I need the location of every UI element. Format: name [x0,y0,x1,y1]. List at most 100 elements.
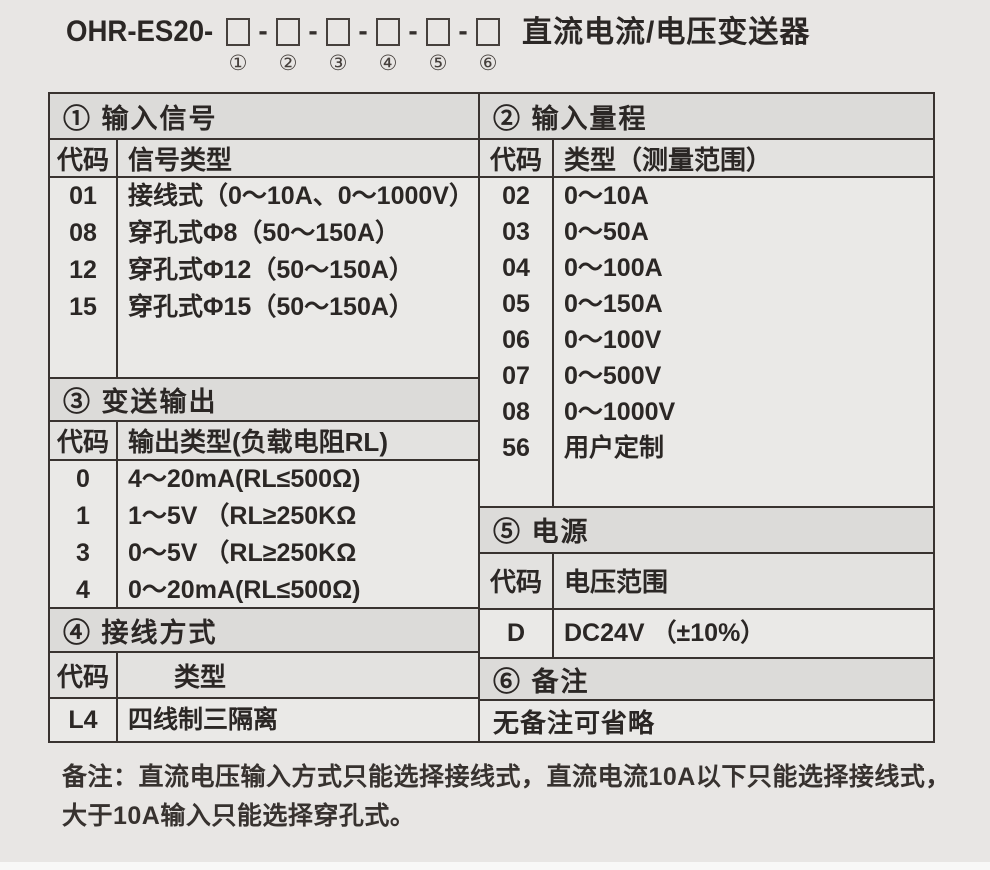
table-right-column: ② 输入量程 代码 类型（测量范围） 02 03 04 05 06 07 08 56 0～10… [480,94,933,741]
section-body: L4 四线制三隔离 [50,699,478,741]
cell-code: 07 [502,362,530,390]
column-header-row: 代码 类型（测量范围） [480,140,933,178]
section-header: ④ 接线方式 [50,609,478,653]
cell-code: 08 [502,398,530,426]
column-header-row: 代码 输出类型(负载电阻RL) [50,422,478,461]
circled-number: ⑥ [478,52,498,75]
column-header-type: 类型（测量范围） [564,144,773,175]
code-box [326,18,351,46]
model-separator: - [358,15,368,46]
cell-type: 穿孔式Φ12（50～150A） [128,256,414,284]
column-header-row: 代码 类型 [50,653,478,699]
model-code-slot: ① [226,12,251,75]
cell-type: 0～500V [564,362,662,390]
model-separator: - [408,15,418,46]
cell-type: 穿孔式Φ8（50～150A） [128,219,400,247]
circled-number: ③ [328,52,348,75]
cell-type: 用户定制 [564,434,665,462]
code-column: D [480,609,554,658]
section-header: ③ 变送输出 [50,379,478,422]
section-wiring: ④ 接线方式 代码 类型 L4 四线制三隔离 [50,607,478,741]
model-code-slot: ⑥ [476,12,501,75]
type-column: 4～20mA(RL≤500Ω) 1～5V （RL≥250KΩ 0～5V （RL≥25… [118,461,478,607]
code-box [476,18,501,46]
code-column: 01 08 12 15 [50,178,118,377]
section-body: 01 08 12 15 接线式（0～10A、0～1000V） 穿孔式Φ8（50～150A… [50,178,478,377]
cell-code: 12 [69,256,97,284]
cell-type: 0～5V （RL≥250KΩ [128,539,357,567]
section-output: ③ 变送输出 代码 输出类型(负载电阻RL) 0 1 3 4 4～20mA(RL≤50… [50,377,478,607]
circled-number: ① [228,52,248,75]
column-header-row: 代码 电压范围 [480,553,933,610]
table-left-column: ① 输入信号 代码 信号类型 01 08 12 15 接线式（0～10A、0～1000… [50,94,480,741]
model-separator: - [458,15,468,46]
code-column: 02 03 04 05 06 07 08 56 [480,178,554,506]
code-box [376,18,401,46]
column-header-type: 信号类型 [128,144,233,175]
cell-code: D [506,618,526,647]
section-input-range: ② 输入量程 代码 类型（测量范围） 02 03 04 05 06 07 08 56 0～10… [480,94,933,506]
circled-number: ⑤ [428,52,448,75]
type-column: 四线制三隔离 [118,699,478,741]
cell-code: 3 [76,539,90,567]
cell-code: 04 [502,254,530,282]
circled-number: ② [278,52,298,75]
ordering-code-table: ① 输入信号 代码 信号类型 01 08 12 15 接线式（0～10A、0～1000… [48,92,935,743]
model-code-slot: ③ [326,12,351,75]
column-header-type: 输出类型(负载电阻RL) [128,427,388,457]
cell-code: 05 [502,290,530,318]
cell-type: DC24V （±10%） [564,618,766,647]
model-prefix: OHR-ES20- [66,15,214,48]
model-code-slot: ⑤ [426,12,451,75]
code-column: 0 1 3 4 [50,461,118,607]
model-code-boxes: ①-②-③-④-⑤-⑥ [226,12,501,75]
column-header-code: 代码 [50,140,118,176]
model-number-diagram: OHR-ES20- ①-②-③-④-⑤-⑥ 直流电流/电压变送器 [66,12,810,75]
column-header-code: 代码 [480,140,554,176]
cell-code: 02 [502,182,530,210]
cell-code: 4 [76,576,90,604]
cell-type: 0～100A [564,254,663,282]
code-box [276,18,301,46]
cell-type: 0～150A [564,290,663,318]
cell-code: 0 [76,465,90,493]
model-code-slot: ④ [376,12,401,75]
column-header-row: 代码 信号类型 [50,140,478,178]
cell-type: 0～10A [564,182,649,210]
cell-code: 06 [502,326,530,354]
bottom-strip [0,862,990,870]
cell-type: 0～100V [564,326,662,354]
cell-type: 4～20mA(RL≤500Ω) [128,465,361,493]
section-header: ① 输入信号 [50,94,478,140]
section-body: 02 03 04 05 06 07 08 56 0～10A 0～50A 0～100A 0～150A 0… [480,178,933,506]
model-separator: - [308,15,318,46]
cell-type: 0～1000V [564,398,676,426]
footnote: 备注：直流电压输入方式只能选择接线式，直流电流10A以下只能选择接线式，大于10… [62,763,951,830]
code-column: L4 [50,699,118,741]
section-header: ⑤ 电源 [480,507,933,554]
column-header-code: 代码 [50,422,118,459]
section-remarks: ⑥ 备注 无备注可省略 [480,657,933,741]
section-power: ⑤ 电源 代码 电压范围 D DC24V （±10%） [480,505,933,658]
cell-code: 56 [502,434,530,462]
cell-code: 15 [69,293,97,321]
column-header-code: 代码 [480,553,554,608]
type-column: 0～10A 0～50A 0～100A 0～150A 0～100V 0～500V 0～1000… [554,178,933,506]
code-box [426,18,451,46]
cell-code: L4 [68,706,98,734]
cell-code: 03 [502,218,530,246]
cell-code: 1 [76,502,90,530]
cell-type: 穿孔式Φ15（50～150A） [128,293,414,321]
section-body: D DC24V （±10%） [480,609,933,658]
column-header-code: 代码 [50,653,118,697]
code-box [226,18,251,46]
model-separator: - [258,15,268,46]
remarks-body: 无备注可省略 [480,701,933,741]
cell-code: 08 [69,219,97,247]
model-code-slot: ② [276,12,301,75]
cell-type: 0～20mA(RL≤500Ω) [128,576,361,604]
column-header-type: 类型 [174,661,227,692]
cell-type: 0～50A [564,218,649,246]
circled-number: ④ [378,52,398,75]
type-column: DC24V （±10%） [554,610,933,658]
